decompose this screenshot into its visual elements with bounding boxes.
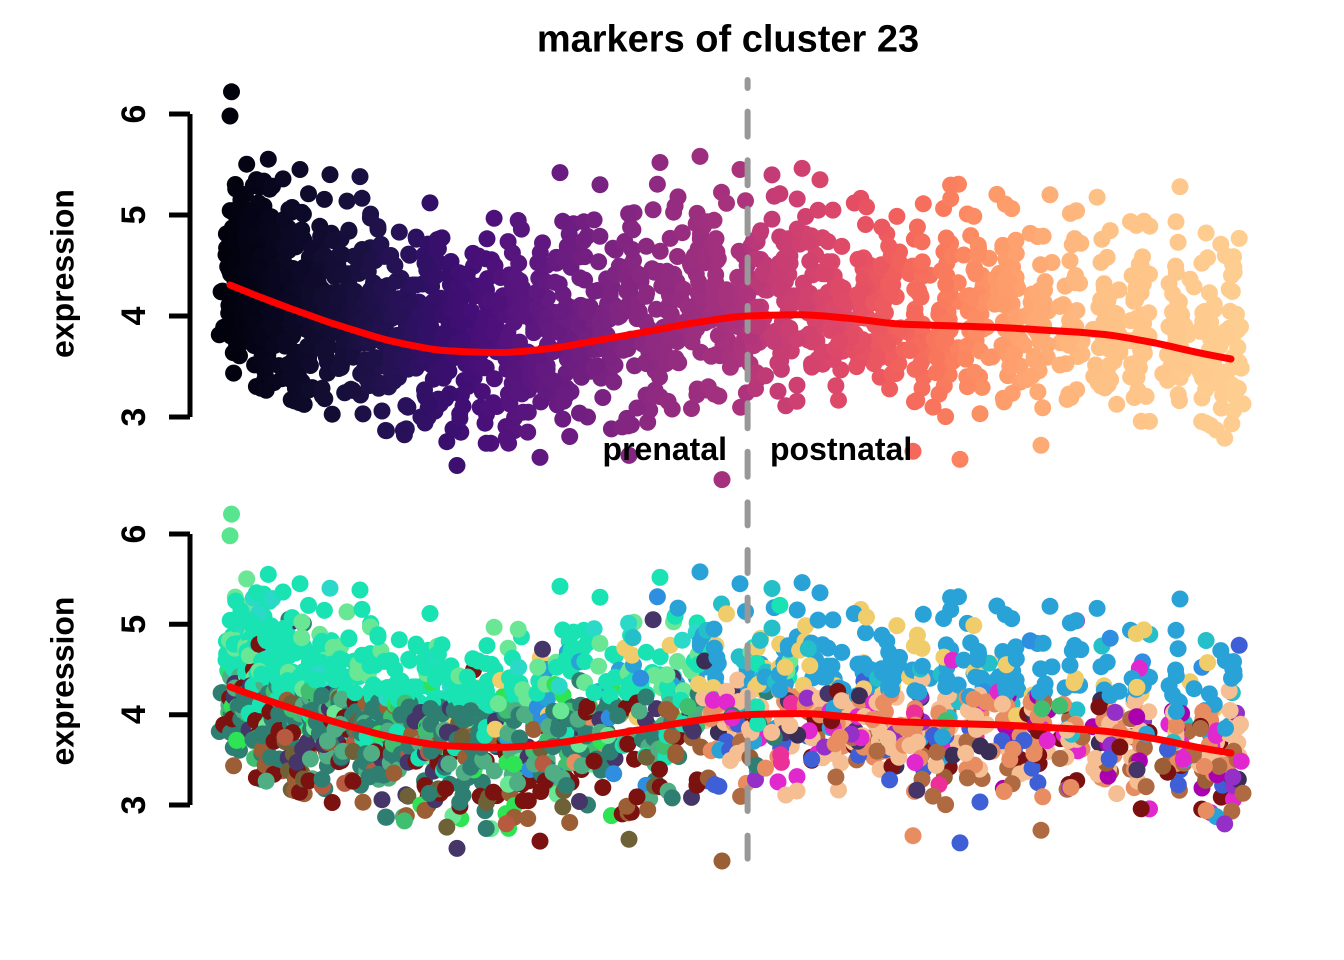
svg-text:3: 3 [115,796,153,815]
svg-text:expression: expression [45,189,81,358]
svg-text:markers of cluster 23: markers of cluster 23 [537,19,919,61]
svg-text:postnatal: postnatal [770,431,912,467]
svg-text:expression: expression [45,597,81,766]
svg-text:3: 3 [115,408,153,427]
svg-text:6: 6 [115,525,153,544]
svg-text:5: 5 [115,615,153,634]
svg-text:4: 4 [115,705,153,724]
svg-text:4: 4 [115,306,153,325]
svg-text:5: 5 [115,206,153,225]
svg-text:prenatal: prenatal [603,431,727,467]
svg-text:6: 6 [115,105,153,124]
